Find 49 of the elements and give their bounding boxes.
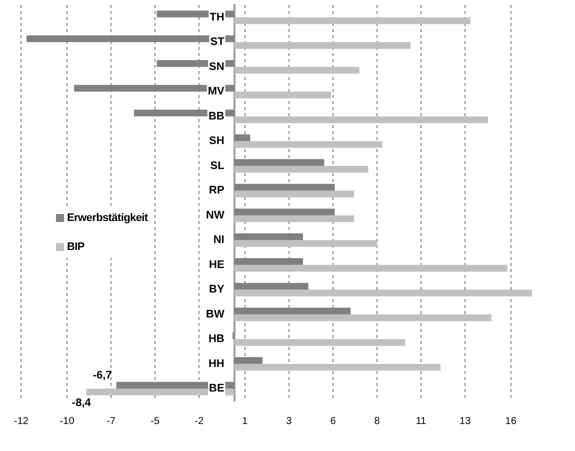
bar [234, 42, 410, 49]
x-tick-label: 1 [242, 416, 248, 427]
bar [234, 190, 354, 198]
y-tick-label: BY [209, 284, 226, 296]
y-tick-label: SH [209, 135, 224, 148]
data-label: -6,7 [92, 369, 112, 382]
bar [234, 17, 470, 24]
bar [234, 66, 360, 74]
bar [234, 364, 440, 371]
y-tick-label: BB [208, 110, 224, 122]
bar [234, 92, 332, 98]
bar [234, 215, 354, 222]
x-tick-label: -12 [14, 416, 29, 427]
bar [234, 290, 532, 296]
bar [234, 264, 508, 272]
data-label: -8,4 [72, 396, 92, 409]
y-tick-label: RP [209, 184, 224, 197]
legend-label: Erwerbstätigkeit [67, 212, 148, 224]
legend-label: BIP [67, 241, 84, 253]
y-tick-label: HE [209, 258, 224, 271]
x-tick-label: -10 [60, 416, 75, 427]
x-tick-label: -2 [194, 416, 204, 427]
y-tick-label: TH [210, 11, 224, 24]
bar [234, 166, 368, 173]
x-tick-label: 16 [505, 416, 517, 427]
x-tick-label: -5 [150, 416, 160, 427]
y-tick-label: BE [209, 382, 224, 395]
bar [234, 240, 378, 247]
y-tick-label: HB [208, 333, 224, 346]
y-tick-label: HH [208, 358, 224, 370]
bar [234, 208, 335, 216]
bar [234, 314, 492, 322]
y-tick-label: NW [206, 209, 225, 222]
y-tick-label: BW [206, 308, 225, 320]
x-tick-label: 8 [374, 416, 380, 427]
bar [234, 141, 382, 148]
x-tick-label: 6 [330, 416, 336, 427]
bar [234, 116, 488, 124]
y-tick-label: SN [209, 60, 224, 73]
bar [234, 184, 335, 191]
y-tick-label: MV [208, 86, 226, 98]
x-tick-label: 3 [286, 416, 292, 427]
x-tick-label: 13 [460, 416, 472, 427]
x-tick-label: -7 [106, 416, 116, 427]
y-tick-label: ST [210, 36, 225, 48]
x-tick-label: 11 [416, 416, 427, 427]
y-tick-label: NI [213, 234, 224, 246]
bar [234, 339, 406, 346]
y-tick-label: SL [210, 160, 225, 172]
